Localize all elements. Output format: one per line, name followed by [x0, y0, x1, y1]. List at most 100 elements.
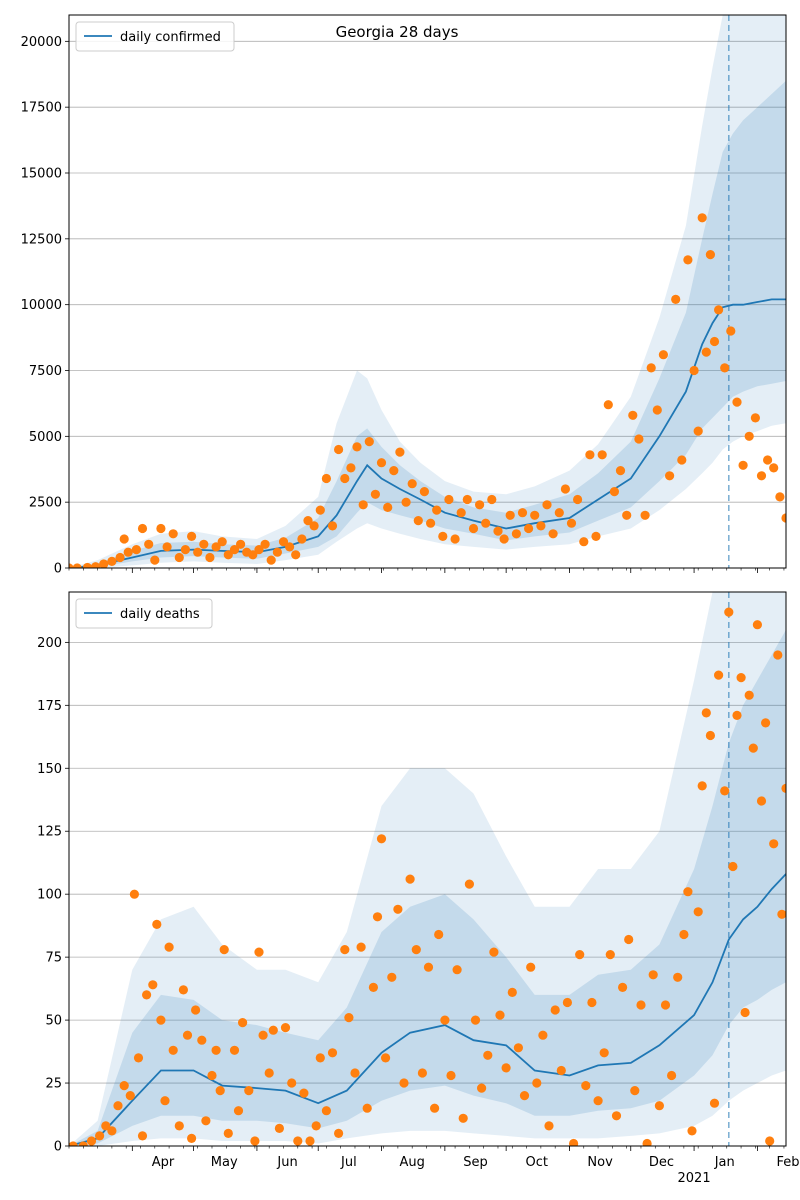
y-tick-label: 17500 — [21, 101, 62, 116]
observed-point — [387, 972, 397, 982]
observed-point — [82, 562, 92, 568]
observed-point — [260, 539, 270, 549]
observed-point — [446, 1070, 456, 1081]
observed-point — [693, 426, 703, 436]
observed-point — [236, 539, 246, 549]
observed-point — [673, 972, 683, 982]
observed-point — [581, 1081, 591, 1091]
observed-point — [376, 458, 387, 468]
observed-point — [542, 500, 552, 510]
observed-point — [648, 970, 658, 980]
observed-point — [229, 1045, 240, 1055]
observed-point — [405, 874, 415, 884]
observed-point — [487, 494, 497, 505]
observed-point — [548, 529, 558, 539]
observed-point — [660, 1000, 671, 1010]
observed-point — [129, 889, 139, 899]
observed-point — [401, 497, 411, 507]
observed-point — [452, 965, 462, 975]
observed-point — [665, 471, 675, 481]
observed-point — [180, 545, 190, 555]
observed-point — [658, 350, 669, 360]
observed-point — [728, 861, 738, 872]
observed-point — [107, 556, 117, 567]
observed-point — [513, 1043, 524, 1053]
observed-point — [597, 450, 607, 460]
observed-point — [693, 907, 703, 917]
observed-point — [162, 542, 172, 552]
observed-point — [211, 1045, 221, 1055]
observed-point — [219, 945, 229, 955]
observed-point — [493, 526, 503, 536]
observed-point — [738, 460, 748, 470]
observed-point — [368, 982, 378, 993]
observed-point — [744, 690, 754, 700]
x-tick-label: Apr — [152, 1155, 175, 1170]
uncertainty-band-outer — [69, 15, 786, 568]
observed-point — [622, 510, 632, 520]
observed-point — [505, 510, 515, 520]
x-tick-label: Jun — [276, 1155, 297, 1170]
legend-box — [75, 598, 213, 629]
observed-point — [148, 980, 158, 990]
observed-point — [376, 834, 387, 844]
observed-point — [777, 909, 786, 919]
observed-point — [748, 743, 758, 753]
observed-point — [462, 494, 472, 505]
observed-point — [119, 534, 129, 544]
observed-point — [671, 294, 681, 304]
observed-point — [223, 1128, 233, 1138]
observed-point — [268, 1025, 278, 1035]
observed-point — [458, 1113, 468, 1123]
observed-point — [736, 673, 746, 683]
observed-point — [250, 1136, 260, 1146]
y-tick-label: 25 — [45, 1077, 62, 1092]
y-tick-label: 50 — [45, 1014, 62, 1029]
observed-point — [536, 521, 546, 531]
y-tick-label: 12500 — [21, 232, 62, 247]
observed-point — [142, 990, 152, 1000]
observed-point — [532, 1078, 542, 1088]
observed-point — [372, 912, 383, 922]
y-tick-label: 15000 — [21, 167, 62, 182]
observed-point — [611, 1111, 622, 1121]
observed-point — [315, 1053, 325, 1063]
observed-point — [560, 484, 571, 494]
observed-point — [483, 1050, 493, 1060]
observed-point — [499, 534, 509, 544]
observed-point — [211, 542, 221, 552]
observed-point — [683, 887, 693, 897]
observed-point — [609, 487, 620, 497]
legend-box — [75, 21, 235, 52]
observed-point — [248, 550, 258, 560]
legend-label: daily deaths — [120, 607, 200, 622]
observed-point — [517, 508, 528, 518]
observed-point — [761, 718, 771, 728]
deaths-panel: 0 25 50 75 100 125 150 175 200 Apr May Jun Jul Aug Sep… — [37, 591, 800, 1186]
observed-point — [538, 1030, 548, 1040]
observed-point — [495, 1010, 505, 1020]
observed-point — [640, 510, 650, 520]
observed-point — [765, 1136, 775, 1146]
observed-point — [624, 934, 634, 945]
x-tick-label: Nov — [587, 1155, 613, 1170]
observed-point — [489, 947, 499, 957]
observed-point — [481, 518, 491, 528]
y-tick-label: 10000 — [21, 298, 62, 313]
observed-point — [107, 1126, 117, 1136]
observed-point — [119, 1081, 129, 1091]
x-tick-label: Sep — [463, 1155, 488, 1170]
observed-point — [362, 1103, 372, 1113]
x-year-label: 2021 — [678, 1171, 711, 1186]
observed-point — [423, 962, 434, 972]
x-tick-label: Aug — [399, 1155, 424, 1170]
observed-point — [193, 547, 203, 557]
observed-point — [701, 347, 711, 357]
observed-point — [507, 987, 517, 998]
observed-point — [201, 1116, 211, 1126]
observed-point — [352, 442, 362, 452]
confirmed-panel: 0 2500 5000 7500 10000 12500 15000 17500 20000 da… — [21, 14, 787, 577]
observed-point — [744, 431, 754, 441]
observed-point — [264, 1068, 274, 1078]
